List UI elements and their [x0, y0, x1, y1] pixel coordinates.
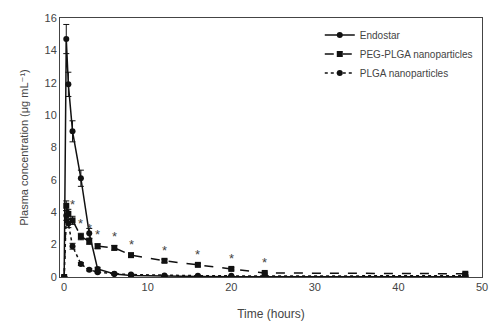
- svg-text:14: 14: [45, 44, 57, 56]
- svg-text:50: 50: [476, 281, 488, 293]
- svg-text:*: *: [229, 251, 234, 266]
- svg-text:20: 20: [225, 281, 237, 293]
- svg-text:Endostar: Endostar: [360, 30, 401, 41]
- svg-text:0: 0: [61, 281, 67, 293]
- svg-text:*: *: [162, 243, 167, 258]
- svg-text:10: 10: [45, 109, 57, 121]
- svg-text:2: 2: [51, 238, 57, 250]
- svg-text:Time (hours): Time (hours): [237, 307, 305, 321]
- svg-text:*: *: [87, 221, 92, 236]
- svg-text:0: 0: [51, 271, 57, 283]
- svg-text:Plasma concentration (μg mL⁻¹): Plasma concentration (μg mL⁻¹): [18, 69, 30, 225]
- svg-text:12: 12: [45, 77, 57, 89]
- svg-text:*: *: [70, 197, 75, 212]
- svg-text:PEG-PLGA nanoparticles: PEG-PLGA nanoparticles: [360, 49, 473, 60]
- svg-text:10: 10: [142, 281, 154, 293]
- svg-text:6: 6: [51, 174, 57, 186]
- svg-text:*: *: [262, 255, 267, 270]
- svg-text:40: 40: [392, 281, 404, 293]
- svg-text:30: 30: [309, 281, 321, 293]
- svg-text:*: *: [112, 229, 117, 244]
- svg-text:*: *: [195, 247, 200, 262]
- svg-text:PLGA nanoparticles: PLGA nanoparticles: [360, 68, 448, 79]
- svg-text:*: *: [129, 237, 134, 252]
- svg-text:*: *: [78, 216, 83, 231]
- svg-text:4: 4: [51, 206, 57, 218]
- svg-text:16: 16: [45, 12, 57, 24]
- svg-text:*: *: [95, 227, 100, 242]
- svg-text:8: 8: [51, 141, 57, 153]
